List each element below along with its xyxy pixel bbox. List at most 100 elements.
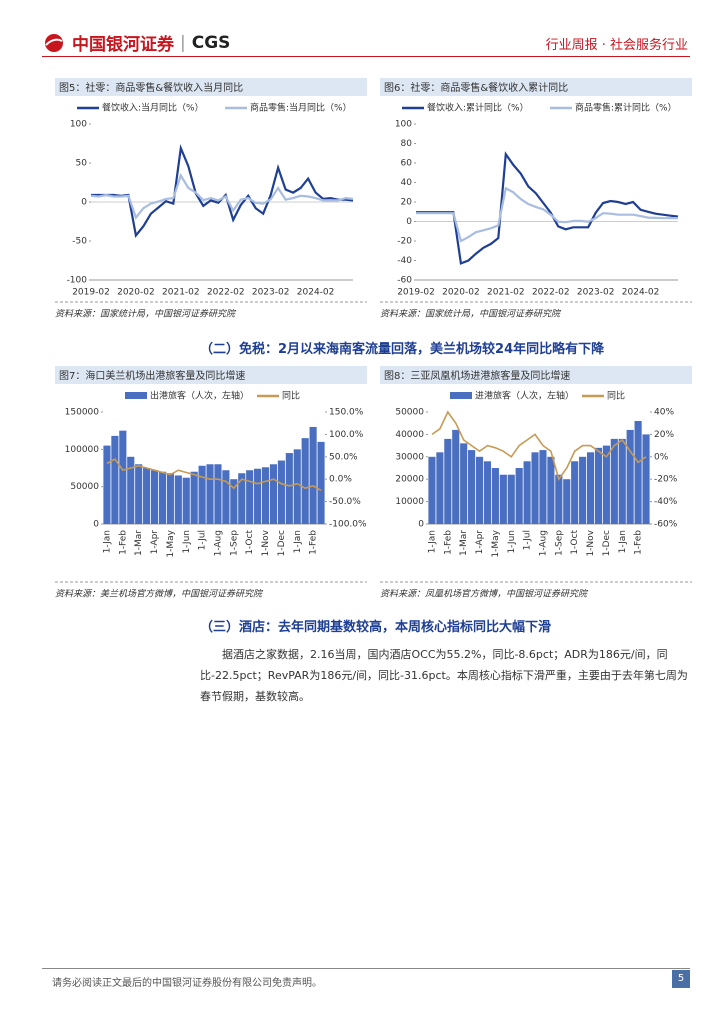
y2-tick-label: -50.0% [329,497,361,507]
bar [563,479,571,524]
bar [111,435,119,524]
x-tick-label: 1-Apr [150,530,160,555]
x-tick-label: 1-May [491,529,501,557]
bar [317,441,325,524]
x-tick-label: 2024-02 [622,288,660,298]
x-tick-label: 2024-02 [297,288,335,298]
x-tick-label: 1-Jan [427,530,437,553]
chart-title: 图7：海口美兰机场出港旅客量及同比增速 [59,369,245,382]
legend-label: 同比 [282,390,300,402]
x-tick-label: 2021-02 [162,288,200,298]
x-tick-label: 1-Jun [507,530,517,554]
bar [182,477,190,524]
x-tick-label: 1-Mar [459,530,469,556]
bar [515,468,523,524]
x-tick-label: 2022-02 [207,288,245,298]
y-tick-label: -40 [397,256,412,266]
y-tick-label: 20 [401,198,413,208]
y2-tick-label: 0.0% [329,475,352,485]
bar [634,420,642,524]
x-tick-label: 2019-02 [397,288,435,298]
chart: 图7：海口美兰机场出港旅客量及同比增速资料来源：美兰机场官方微博，中国银河证券研… [55,366,367,600]
bar [143,468,151,524]
y-tick-label: 60 [401,159,413,169]
x-tick-label: 2023-02 [577,288,615,298]
logo-en: CGS [191,32,231,53]
y-tick-label: 20000 [395,475,424,485]
bar [238,473,246,524]
page-number: 5 [672,970,690,988]
y-tick-label: 40000 [395,430,424,440]
x-tick-label: 1-Dec [277,530,287,556]
series-line [91,144,354,239]
bar [452,429,460,524]
x-tick-label: 1-Aug [213,530,223,556]
title-bar [380,78,692,96]
title-bar [55,366,367,384]
x-tick-label: 1-Oct [570,530,580,555]
source-note: 资料来源：国家统计局，中国银河证券研究院 [55,309,237,320]
bar [547,456,555,524]
bar [127,456,135,524]
x-tick-label: 2021-02 [487,288,525,298]
header-rule [42,56,690,57]
bar [460,443,468,524]
y-tick-label: 30000 [395,452,424,462]
x-tick-label: 1-Feb [118,530,128,555]
section-heading: （三）酒店：去年同期基数较高，本周核心指标同比大幅下滑 [200,620,552,635]
logo-icon [45,33,63,52]
footer-rule [42,968,690,969]
x-tick-label: 1-Mar [134,530,144,556]
x-tick-label: 1-Feb [634,530,644,555]
y-tick-label: 40 [401,178,413,188]
y2-tick-label: -100.0% [329,520,367,530]
bar [198,465,206,524]
bar [579,456,587,524]
y-tick-label: -50 [72,237,87,247]
x-tick-label: 1-Oct [245,530,255,555]
bar [571,461,579,524]
bar [269,464,278,524]
series-line [90,172,354,220]
bar [309,426,317,524]
series-line [106,457,322,492]
y-tick-label: 150000 [65,408,100,418]
y-tick-label: 0 [406,217,412,227]
bar [499,474,507,524]
x-tick-label: 1-Jul [198,530,208,550]
bar [618,438,626,524]
y2-tick-label: 0% [654,452,669,462]
x-tick-label: 2022-02 [532,288,570,298]
x-tick-label: 2023-02 [252,288,290,298]
bar [301,438,309,524]
x-tick-label: 1-Jan [102,530,112,553]
y-tick-label: 50000 [70,482,99,492]
y-tick-label: 0 [93,520,99,530]
x-tick-label: 1-May [166,529,176,557]
bar [531,452,539,524]
bar [610,438,618,524]
x-tick-label: 1-Sep [554,530,564,556]
legend-swatch [450,392,472,399]
legend-label: 餐饮收入:当月同比（%） [102,102,204,114]
y2-tick-label: 150.0% [329,408,364,418]
bar [277,460,285,524]
logo-text: 中国银河证券 [72,35,174,55]
y-tick-label: -60 [397,276,412,286]
y-tick-label: 80 [401,139,413,149]
bar [206,464,214,524]
bar [428,456,436,524]
legend-label: 商品零售:累计同比（%） [575,102,677,114]
bar [166,473,174,524]
x-tick-label: 1-Jun [182,530,192,554]
header-logo: 中国银河证券 | CGS [42,30,230,55]
bar [436,452,444,524]
bar [626,429,634,524]
bar [214,464,222,524]
bar [285,453,293,524]
bar [158,471,167,524]
bar [483,461,492,524]
bar [475,456,484,524]
